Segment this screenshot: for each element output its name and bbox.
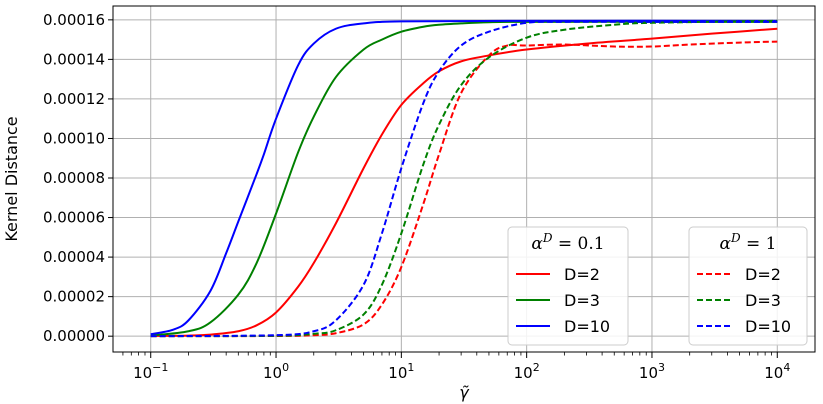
legend-title: αD = 1: [720, 231, 777, 254]
y-tick-label: 0.00000: [43, 327, 105, 345]
series-line-alpha1-d10: [150, 20, 778, 338]
legends: αD = 0.1 D=2 D=3 D=10 αD = 1 D=2 D=3 D=10: [507, 226, 808, 346]
y-tick-label: 0.00016: [43, 11, 105, 29]
legend-entry: D=2: [564, 265, 600, 284]
series-line-alpha1-d2: [150, 40, 778, 338]
grid: [113, 6, 815, 352]
y-tick-label: 0.00014: [43, 50, 105, 68]
legend-entry: D=3: [745, 291, 781, 310]
x-axis-ticks: 10−1 100 101 102 103 104: [122, 352, 790, 382]
y-tick-label: 0.00008: [43, 169, 105, 187]
y-tick-label: 0.00010: [43, 129, 105, 147]
y-tick-label: 0.00004: [43, 248, 105, 266]
x-tick-label: 10−1: [133, 361, 168, 382]
x-tick-label: 102: [514, 361, 540, 382]
series-lines: [150, 19, 778, 338]
x-axis-label: γ̃: [459, 383, 470, 402]
legend-alpha-1: αD = 1 D=2 D=3 D=10: [688, 226, 808, 346]
legend-entry: D=3: [564, 291, 600, 310]
y-axis-ticks: 0.00000 0.00002 0.00004 0.00006 0.00008 0.000…: [43, 11, 113, 345]
legend-entry: D=2: [745, 265, 781, 284]
legend-alpha-0-1: αD = 0.1 D=2 D=3 D=10: [507, 226, 629, 346]
legend-entry: D=10: [745, 317, 791, 336]
legend-title: αD = 0.1: [531, 231, 604, 254]
legend-entry: D=10: [564, 317, 610, 336]
y-axis-label: Kernel Distance: [2, 116, 21, 241]
y-tick-label: 0.00002: [43, 288, 105, 306]
series-line-alpha01-d2: [150, 27, 778, 337]
series-line-alpha1-d3: [150, 19, 778, 338]
legend-box: [688, 226, 808, 346]
y-tick-label: 0.00012: [43, 90, 105, 108]
x-tick-label: 101: [388, 361, 414, 382]
legend-box: [507, 226, 629, 346]
y-tick-label: 0.00006: [43, 209, 105, 227]
plot-frame: [112, 5, 816, 353]
x-tick-label: 103: [639, 361, 665, 382]
series-line-alpha01-d10: [150, 19, 778, 336]
x-tick-label: 104: [764, 361, 790, 382]
x-tick-label: 100: [263, 361, 289, 382]
